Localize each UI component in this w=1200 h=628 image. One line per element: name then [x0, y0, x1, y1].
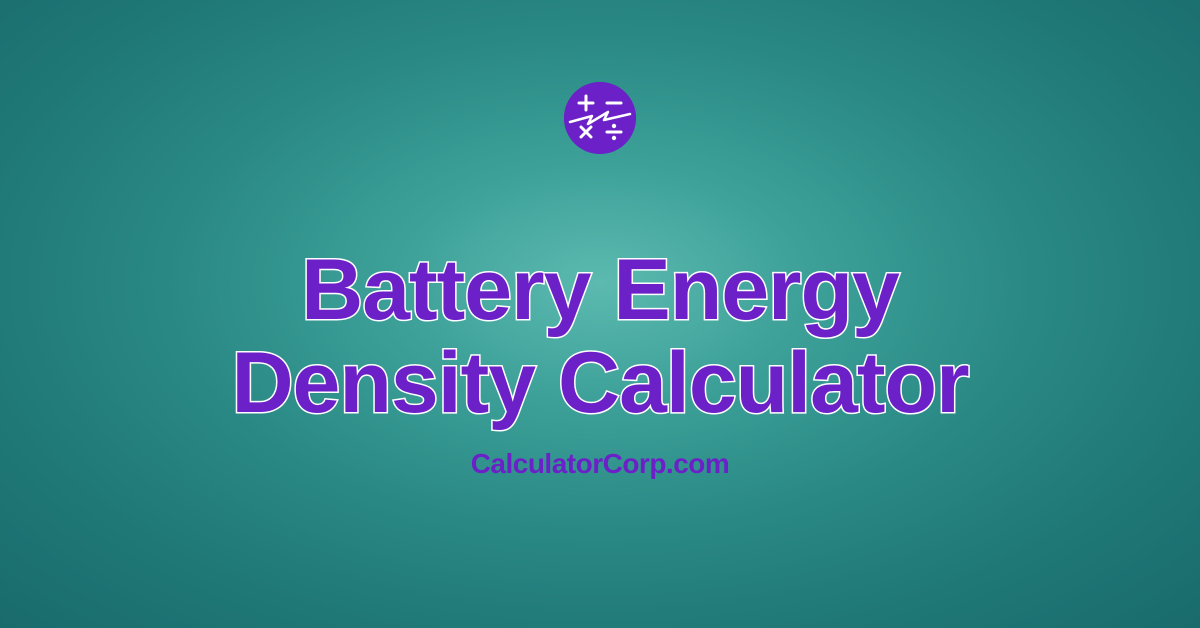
title-line-2: Density Calculator: [231, 337, 968, 430]
site-name: CalculatorCorp.com: [471, 448, 730, 480]
page-title: Battery Energy Density Calculator: [231, 244, 968, 430]
calculator-logo: [564, 82, 636, 154]
calculator-icon: [564, 82, 636, 154]
title-line-1: Battery Energy: [231, 244, 968, 337]
